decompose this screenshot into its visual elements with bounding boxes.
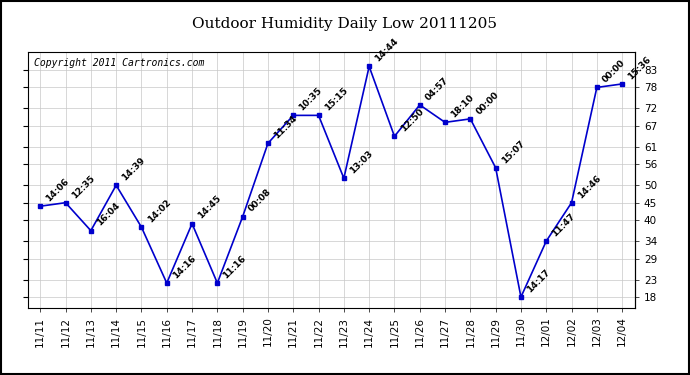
Text: 11:47: 11:47: [551, 211, 578, 238]
Text: 12:35: 12:35: [70, 173, 97, 200]
Text: 11:34: 11:34: [272, 114, 299, 141]
Text: 04:57: 04:57: [424, 75, 451, 102]
Text: 15:36: 15:36: [627, 54, 653, 81]
Text: 10:35: 10:35: [297, 86, 324, 112]
Text: 14:06: 14:06: [44, 177, 71, 203]
Text: 13:03: 13:03: [348, 149, 375, 176]
Text: 14:39: 14:39: [120, 156, 147, 183]
Text: 00:08: 00:08: [247, 188, 273, 214]
Text: 14:17: 14:17: [525, 267, 552, 294]
Text: 00:00: 00:00: [475, 90, 501, 116]
Text: 14:02: 14:02: [146, 198, 172, 224]
Text: 12:50: 12:50: [399, 107, 425, 134]
Text: 15:15: 15:15: [323, 86, 349, 112]
Text: 18:10: 18:10: [449, 93, 475, 120]
Text: 14:45: 14:45: [196, 194, 223, 221]
Text: 00:00: 00:00: [601, 58, 627, 85]
Text: 14:44: 14:44: [373, 37, 400, 64]
Text: 14:16: 14:16: [171, 254, 197, 280]
Text: 14:46: 14:46: [575, 173, 602, 200]
Text: 16:04: 16:04: [95, 201, 121, 228]
Text: Outdoor Humidity Daily Low 20111205: Outdoor Humidity Daily Low 20111205: [193, 17, 497, 31]
Text: Copyright 2011 Cartronics.com: Copyright 2011 Cartronics.com: [34, 58, 204, 68]
Text: 11:16: 11:16: [221, 254, 248, 280]
Text: 15:07: 15:07: [500, 138, 526, 165]
